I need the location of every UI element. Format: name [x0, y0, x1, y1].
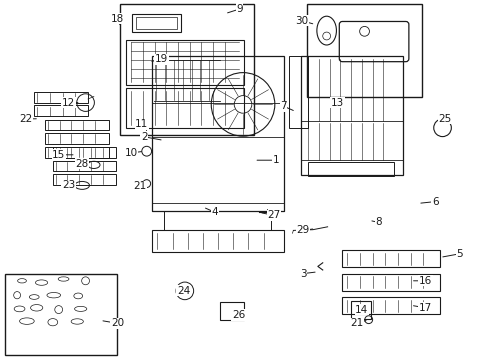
Bar — [45, 120, 108, 130]
Bar — [300, 56, 403, 175]
Bar — [288, 56, 307, 128]
Text: 25: 25 — [437, 114, 451, 124]
Bar — [342, 250, 439, 267]
Text: 20: 20 — [111, 318, 123, 328]
Text: 19: 19 — [154, 54, 168, 64]
Text: 21: 21 — [349, 318, 363, 328]
Text: 21: 21 — [133, 181, 146, 192]
Text: 30: 30 — [295, 16, 308, 26]
Text: 17: 17 — [418, 303, 431, 313]
Text: 22: 22 — [19, 114, 32, 124]
Bar — [34, 105, 88, 116]
Bar — [45, 147, 108, 158]
Text: 14: 14 — [354, 305, 368, 315]
Bar — [151, 56, 283, 211]
Text: 26: 26 — [231, 310, 245, 320]
Text: 7: 7 — [280, 101, 286, 111]
Bar — [45, 133, 108, 144]
Text: 4: 4 — [211, 207, 218, 217]
Bar — [53, 147, 116, 158]
Text: 9: 9 — [236, 4, 243, 14]
Bar — [34, 92, 88, 103]
Bar — [307, 162, 393, 176]
Text: 27: 27 — [266, 210, 280, 220]
Bar — [53, 174, 116, 185]
Bar — [306, 4, 421, 97]
Text: 12: 12 — [61, 98, 75, 108]
Bar — [126, 88, 243, 128]
Bar — [5, 274, 117, 355]
Text: 15: 15 — [52, 150, 65, 160]
Text: 28: 28 — [75, 159, 89, 169]
Bar — [151, 230, 283, 252]
Bar — [151, 203, 283, 211]
Bar — [350, 301, 370, 319]
Bar — [136, 17, 176, 29]
Text: 13: 13 — [330, 98, 344, 108]
Bar — [132, 14, 181, 32]
Text: 24: 24 — [176, 286, 190, 296]
Bar — [342, 274, 439, 291]
Text: 6: 6 — [431, 197, 438, 207]
Text: 16: 16 — [418, 276, 431, 286]
Bar — [342, 297, 439, 314]
Text: 3: 3 — [299, 269, 306, 279]
Text: 11: 11 — [135, 119, 148, 129]
Text: 18: 18 — [110, 14, 124, 24]
Bar — [126, 40, 243, 85]
Bar — [53, 161, 116, 171]
Text: 2: 2 — [141, 132, 147, 142]
Text: 5: 5 — [455, 249, 462, 259]
Text: 29: 29 — [296, 225, 309, 235]
Text: 10: 10 — [124, 148, 137, 158]
Bar — [220, 302, 243, 320]
Text: 1: 1 — [272, 155, 279, 165]
Bar — [120, 4, 254, 135]
Text: 8: 8 — [375, 217, 382, 228]
Text: 23: 23 — [61, 180, 75, 190]
